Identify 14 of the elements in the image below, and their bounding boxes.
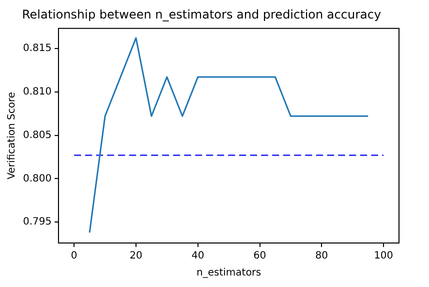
x-tick-label: 40 [192, 250, 204, 262]
x-tick-label: 0 [70, 250, 78, 262]
x-tick-label: 100 [374, 250, 394, 262]
y-tick-label: 0.800 [22, 173, 52, 184]
x-axis-title: n_estimators [196, 268, 262, 279]
x-tick-label: 20 [130, 250, 142, 262]
y-axis-title: Verification Score [6, 92, 18, 180]
chart-title: Relationship between n_estimators and prediction accuracy [22, 7, 382, 22]
y-tick-label: 0.810 [22, 86, 52, 98]
y-tick-label: 0.795 [22, 216, 52, 228]
y-tick-label: 0.805 [22, 130, 52, 141]
y-tick-label: 0.815 [22, 42, 52, 54]
x-tick-label: 60 [253, 250, 266, 262]
x-tick-label: 80 [315, 250, 328, 262]
